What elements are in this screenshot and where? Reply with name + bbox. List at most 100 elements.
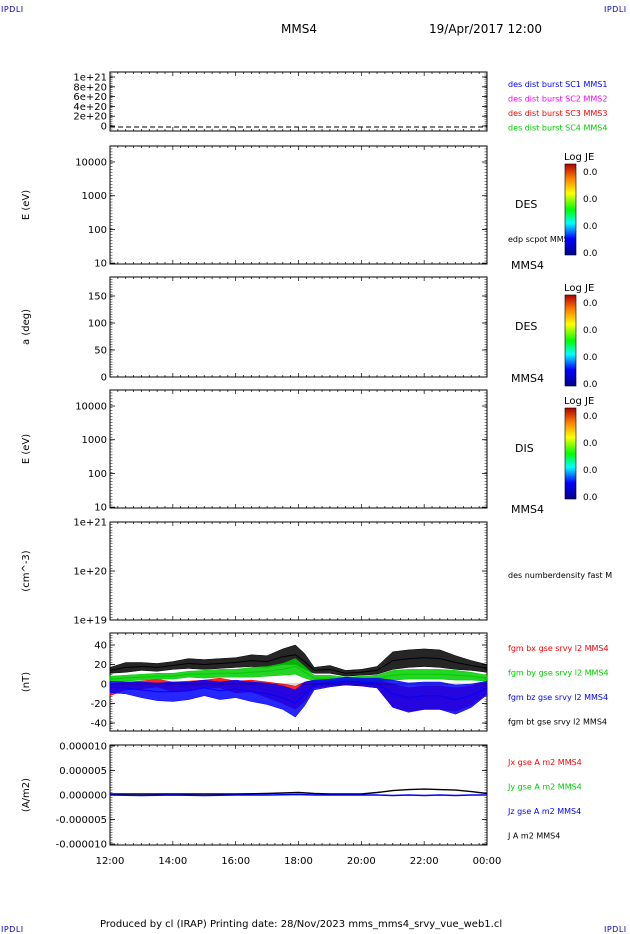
- time-axis-label: 12:00: [96, 856, 125, 867]
- dis-energy-colorbar-label: 0.0: [583, 439, 598, 449]
- des-pitch-instrument-label: DES: [515, 320, 537, 333]
- des-energy-colorbar-label: 0.0: [583, 195, 598, 205]
- des-energy-overlay-label: edp scpot MMS4: [508, 235, 574, 244]
- dis-energy-tick-label: 10: [94, 503, 107, 514]
- dis-energy-colorbar-label: 0.0: [583, 466, 598, 476]
- legend-entry: fgm bt gse srvy l2 MMS4: [508, 718, 607, 727]
- spacecraft-title: MMS4: [281, 22, 317, 36]
- dis-energy-tick-label: 10000: [75, 402, 107, 413]
- distribution-tick-label: 0: [101, 122, 107, 133]
- time-axis-label: 00:00: [473, 856, 502, 867]
- legend-entry: des dist burst SC1 MMS1: [508, 80, 607, 89]
- current-density-tick-label: -0.000005: [56, 815, 107, 826]
- dis-energy-instrument-label: DIS: [515, 442, 534, 455]
- current-density-tick-label: 0.000010: [59, 742, 107, 753]
- magnetic-field-tick-label: 40: [94, 641, 107, 652]
- legend-entry: des dist burst SC2 MMS2: [508, 95, 607, 104]
- dis-energy-colorbar-label: 0.0: [583, 493, 598, 503]
- legend-entry: fgm by gse srvy l2 MMS4: [508, 669, 609, 678]
- distribution-tick-label: 6e+20: [73, 92, 107, 103]
- density-tick-label: 1e+19: [73, 616, 107, 627]
- current-density-tick-label: -0.000010: [56, 840, 107, 851]
- field-series-bt: [109, 654, 488, 674]
- current-series-Jz: [109, 793, 487, 797]
- des-pitch-tick-label: 50: [94, 346, 107, 357]
- des-pitch-colorbar-label: 0.0: [583, 353, 598, 363]
- distribution-tick-label: 2e+20: [73, 112, 107, 123]
- legend-entry: Jy gse A m2 MMS4: [507, 783, 582, 792]
- des-pitch-frame: [109, 276, 488, 378]
- legend-entry: Jx gse A m2 MMS4: [507, 758, 582, 767]
- distribution-tick-label: 4e+20: [73, 102, 107, 113]
- current-density-tick-label: 0.000005: [59, 766, 107, 777]
- field-series-bz: [109, 680, 488, 705]
- des-energy-tick-label: 1000: [82, 191, 107, 202]
- des-energy-tick-label: 10000: [75, 158, 107, 169]
- legend-entry: des dist burst SC4 MMS4: [508, 124, 607, 133]
- field-band-bz: [109, 676, 488, 718]
- dis-energy-tick-label: 1000: [82, 435, 107, 446]
- current-series-J: [110, 788, 488, 795]
- magnetic-field-tick-label: 0: [101, 680, 107, 691]
- des-pitch-ylabel: a (deg): [21, 309, 32, 345]
- des-energy-ylabel: E (eV): [21, 190, 32, 220]
- dis-energy-ylabel: E (eV): [21, 434, 32, 464]
- magnetic-field-tick-label: -40: [91, 719, 107, 730]
- legend-entry: J A m2 MMS4: [507, 832, 560, 841]
- footer-credit: Produced by cl (IRAP) Printing date: 28/…: [100, 919, 503, 930]
- des-energy-spacecraft-label: MMS4: [511, 259, 544, 272]
- des-energy-tick-label: 10: [94, 259, 107, 270]
- legend-entry: Jz gse A m2 MMS4: [507, 807, 581, 816]
- corner-label-bottom-left: IPDLI: [1, 925, 24, 934]
- corner-label-top-right: IPDLI: [604, 5, 627, 14]
- des-pitch-colorbar-label: 0.0: [583, 326, 598, 336]
- des-energy-colorbar-label: 0.0: [583, 168, 598, 178]
- legend-entry: fgm bz gse srvy l2 MMS4: [508, 693, 608, 702]
- current-density-ylabel: (A/m2): [21, 778, 32, 812]
- distribution-tick-label: 1e+21: [73, 73, 107, 84]
- des-pitch-tick-label: 0: [101, 373, 107, 384]
- legend-entry: fgm bx gse srvy l2 MMS4: [508, 644, 609, 653]
- des-pitch-colorbar-label: 0.0: [583, 380, 598, 390]
- field-series-by: [109, 665, 488, 680]
- dis-energy-colorbar-title: Log JE: [564, 396, 594, 407]
- corner-label-top-left: IPDLI: [1, 5, 24, 14]
- time-axis-label: 20:00: [347, 856, 376, 867]
- density-tick-label: 1e+21: [73, 518, 107, 529]
- distribution-tick-label: 8e+20: [73, 82, 107, 93]
- des-energy-colorbar: [564, 163, 577, 256]
- dis-energy-frame: [109, 389, 488, 509]
- distribution-frame: [109, 71, 488, 132]
- time-axis-label: 22:00: [410, 856, 439, 867]
- des-energy-tick-label: 100: [88, 225, 107, 236]
- des-pitch-colorbar-label: 0.0: [583, 299, 598, 309]
- des-energy-colorbar-label: 0.0: [583, 222, 598, 232]
- time-axis-label: 16:00: [221, 856, 250, 867]
- des-pitch-spacecraft-label: MMS4: [511, 372, 544, 385]
- des-pitch-colorbar: [564, 294, 577, 387]
- legend-entry: des numberdensity fast M: [508, 571, 612, 580]
- des-energy-frame: [109, 145, 488, 265]
- dis-energy-colorbar: [564, 407, 577, 500]
- time-axis-label: 18:00: [284, 856, 313, 867]
- date-time-title: 19/Apr/2017 12:00: [429, 22, 543, 36]
- des-energy-colorbar-title: Log JE: [564, 152, 594, 163]
- field-band-bt: [109, 644, 488, 677]
- des-pitch-colorbar-title: Log JE: [564, 283, 594, 294]
- current-density-tick-label: 0.000000: [59, 791, 107, 802]
- magnetic-field-ylabel: (nT): [21, 672, 32, 692]
- des-pitch-tick-label: 150: [88, 292, 107, 303]
- des-energy-colorbar-label: 0.0: [583, 249, 598, 259]
- des-energy-instrument-label: DES: [515, 198, 537, 211]
- legend-entry: des dist burst SC3 MMS3: [508, 109, 607, 118]
- density-frame: [109, 521, 488, 621]
- dis-energy-tick-label: 100: [88, 469, 107, 480]
- des-pitch-tick-label: 100: [88, 319, 107, 330]
- density-ylabel: (cm^-3): [21, 550, 32, 591]
- time-axis-label: 14:00: [158, 856, 187, 867]
- corner-label-bottom-right: IPDLI: [604, 925, 627, 934]
- magnetic-field-tick-label: 20: [94, 660, 107, 671]
- density-tick-label: 1e+20: [73, 567, 107, 578]
- magnetic-field-tick-label: -20: [91, 699, 107, 710]
